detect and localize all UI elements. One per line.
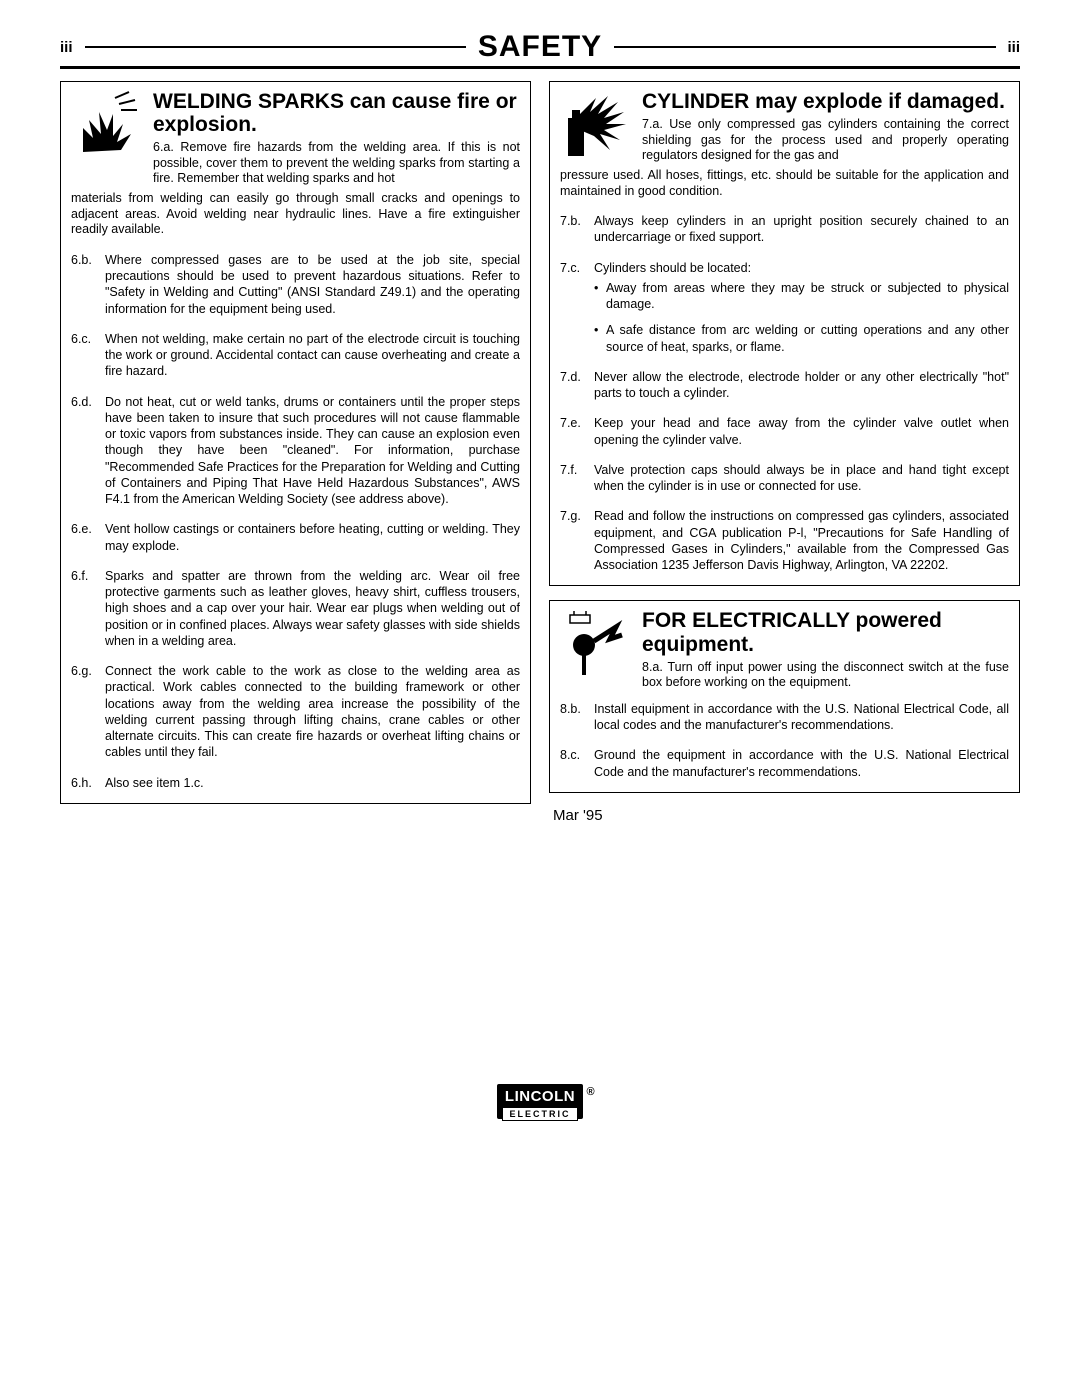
section-electrical: FOR ELECTRICALLY powered equipment. 8.a.… bbox=[549, 600, 1020, 792]
section-title: FOR ELECTRICALLY powered equipment. bbox=[642, 609, 1009, 655]
item-number: 7.g. bbox=[560, 508, 594, 573]
item-number: 6.a. bbox=[153, 140, 174, 154]
section-welding-sparks: WELDING SPARKS can cause fire or explosi… bbox=[60, 81, 531, 804]
item-7a-continued: pressure used. All hoses, fittings, etc.… bbox=[560, 168, 1009, 199]
item-number: 7.c. bbox=[560, 260, 594, 365]
item-text: Connect the work cable to the work as cl… bbox=[105, 663, 520, 761]
item-6a: 6.a. Remove fire hazards from the weldin… bbox=[153, 140, 520, 187]
cylinder-explode-icon bbox=[560, 90, 632, 160]
item-text: Valve protection caps should always be i… bbox=[594, 462, 1009, 495]
page-number-right: iii bbox=[1007, 39, 1020, 56]
item-6e: 6.e.Vent hollow castings or containers b… bbox=[71, 521, 520, 554]
item-7c: 7.c. Cylinders should be located: •Away … bbox=[560, 260, 1009, 365]
rule bbox=[614, 46, 995, 48]
item-text: Cylinders should be located: bbox=[594, 261, 751, 275]
item-number: 8.b. bbox=[560, 701, 594, 734]
item-text: Never allow the electrode, electrode hol… bbox=[594, 369, 1009, 402]
revision-date: Mar '95 bbox=[553, 807, 1020, 824]
item-number: 7.a. bbox=[642, 117, 663, 131]
item-text: When not welding, make certain no part o… bbox=[105, 331, 520, 380]
item-text: Ground the equipment in accordance with … bbox=[594, 747, 1009, 780]
item-6h: 6.h.Also see item 1.c. bbox=[71, 775, 520, 791]
section-title: WELDING SPARKS can cause fire or explosi… bbox=[153, 90, 520, 136]
item-8c: 8.c.Ground the equipment in accordance w… bbox=[560, 747, 1009, 780]
page-number-left: iii bbox=[60, 39, 73, 56]
item-8b: 8.b.Install equipment in accordance with… bbox=[560, 701, 1009, 734]
item-number: 8.a. bbox=[642, 660, 663, 674]
bullet-7c2: •A safe distance from arc welding or cut… bbox=[594, 322, 1009, 355]
item-number: 8.c. bbox=[560, 747, 594, 780]
item-text: Install equipment in accordance with the… bbox=[594, 701, 1009, 734]
item-7e: 7.e.Keep your head and face away from th… bbox=[560, 415, 1009, 448]
item-number: 7.e. bbox=[560, 415, 594, 448]
item-7g: 7.g.Read and follow the instructions on … bbox=[560, 508, 1009, 573]
item-6d: 6.d.Do not heat, cut or weld tanks, drum… bbox=[71, 394, 520, 508]
item-6f: 6.f.Sparks and spatter are thrown from t… bbox=[71, 568, 520, 649]
item-text: Where compressed gases are to be used at… bbox=[105, 252, 520, 317]
item-text: Turn off input power using the disconnec… bbox=[642, 660, 1009, 690]
item-text: Vent hollow castings or containers befor… bbox=[105, 521, 520, 554]
item-number: 7.b. bbox=[560, 213, 594, 246]
section-cylinder: CYLINDER may explode if damaged. 7.a. Us… bbox=[549, 81, 1020, 586]
page-header: iii SAFETY iii bbox=[60, 30, 1020, 69]
brand-name: LINCOLN bbox=[505, 1088, 575, 1105]
item-number: 7.f. bbox=[560, 462, 594, 495]
item-6g: 6.g.Connect the work cable to the work a… bbox=[71, 663, 520, 761]
item-6b: 6.b.Where compressed gases are to be use… bbox=[71, 252, 520, 317]
item-text: Also see item 1.c. bbox=[105, 775, 520, 791]
content-columns: WELDING SPARKS can cause fire or explosi… bbox=[60, 81, 1020, 824]
item-number: 6.h. bbox=[71, 775, 105, 791]
section-title: CYLINDER may explode if damaged. bbox=[642, 90, 1009, 113]
bullet-text: A safe distance from arc welding or cutt… bbox=[606, 322, 1009, 355]
item-text: Do not heat, cut or weld tanks, drums or… bbox=[105, 394, 520, 508]
registered-mark: ® bbox=[586, 1086, 595, 1098]
brand-logo: LINCOLN ® ELECTRIC bbox=[497, 1084, 583, 1119]
item-6c: 6.c.When not welding, make certain no pa… bbox=[71, 331, 520, 380]
item-number: 6.g. bbox=[71, 663, 105, 761]
item-text: Read and follow the instructions on comp… bbox=[594, 508, 1009, 573]
item-7d: 7.d.Never allow the electrode, electrode… bbox=[560, 369, 1009, 402]
item-text: Use only compressed gas cylinders contai… bbox=[642, 117, 1009, 162]
item-number: 6.d. bbox=[71, 394, 105, 508]
item-8a: 8.a. Turn off input power using the disc… bbox=[642, 660, 1009, 691]
bullet-text: Away from areas where they may be struck… bbox=[606, 280, 1009, 313]
electrical-plug-icon bbox=[560, 609, 632, 679]
right-column: CYLINDER may explode if damaged. 7.a. Us… bbox=[549, 81, 1020, 824]
item-7a: 7.a. Use only compressed gas cylinders c… bbox=[642, 117, 1009, 164]
item-text: Sparks and spatter are thrown from the w… bbox=[105, 568, 520, 649]
page-title: SAFETY bbox=[478, 30, 602, 64]
item-text: Remove fire hazards from the welding are… bbox=[153, 140, 520, 185]
left-column: WELDING SPARKS can cause fire or explosi… bbox=[60, 81, 531, 824]
item-number: 7.d. bbox=[560, 369, 594, 402]
item-text: Always keep cylinders in an upright posi… bbox=[594, 213, 1009, 246]
bullet-7c1: •Away from areas where they may be struc… bbox=[594, 280, 1009, 313]
brand-sub: ELECTRIC bbox=[502, 1107, 578, 1121]
rule bbox=[85, 46, 466, 48]
fire-explosion-icon bbox=[71, 90, 143, 160]
item-number: 6.e. bbox=[71, 521, 105, 554]
item-number: 6.b. bbox=[71, 252, 105, 317]
footer-logo: LINCOLN ® ELECTRIC bbox=[60, 1084, 1020, 1122]
item-number: 6.f. bbox=[71, 568, 105, 649]
item-6a-continued: materials from welding can easily go thr… bbox=[71, 191, 520, 238]
item-number: 6.c. bbox=[71, 331, 105, 380]
item-7b: 7.b.Always keep cylinders in an upright … bbox=[560, 213, 1009, 246]
item-7f: 7.f.Valve protection caps should always … bbox=[560, 462, 1009, 495]
item-text: Keep your head and face away from the cy… bbox=[594, 415, 1009, 448]
